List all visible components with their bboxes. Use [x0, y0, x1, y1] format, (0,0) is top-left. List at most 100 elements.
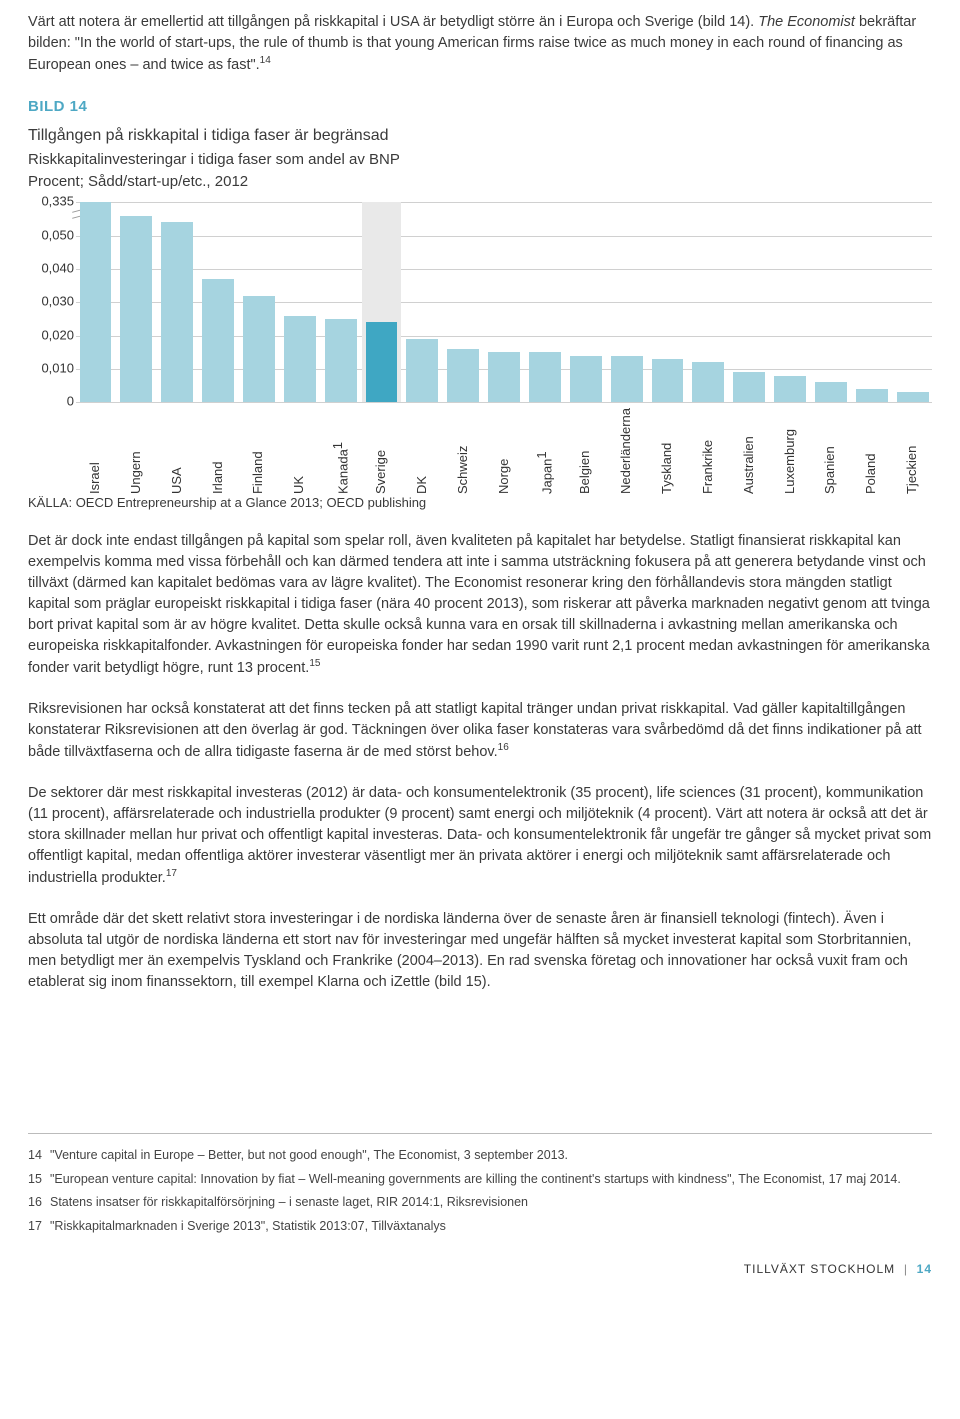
bar-slot: [158, 202, 197, 402]
x-tick-label: Kanada1: [321, 408, 360, 494]
gridline: [76, 402, 932, 403]
footnote-ref: 15: [309, 658, 320, 669]
bar-slot: [730, 202, 769, 402]
y-tick-label: 0,010: [28, 360, 74, 379]
footnote-ref: 16: [498, 742, 509, 753]
x-tick-label: Norge: [485, 408, 524, 494]
x-tick-label: Spanien: [811, 408, 850, 494]
footnote-text: "European venture capital: Innovation by…: [50, 1168, 901, 1192]
x-tick-label: Irland: [199, 408, 238, 494]
footnote-number: 17: [28, 1215, 50, 1239]
page-number: 14: [917, 1262, 932, 1276]
bar-slot: [648, 202, 687, 402]
bar: [202, 279, 234, 402]
bar-slot: [280, 202, 319, 402]
footnote-number: 14: [28, 1144, 50, 1168]
footnote: 15"European venture capital: Innovation …: [28, 1168, 932, 1192]
x-tick-label: Poland: [852, 408, 891, 494]
x-tick-label: DK: [403, 408, 442, 494]
bar: [570, 356, 602, 403]
x-tick-label: Israel: [76, 408, 115, 494]
bar: [161, 222, 193, 402]
y-tick-label: 0,040: [28, 260, 74, 279]
bar: [733, 372, 765, 402]
y-tick-label: 0,335: [28, 193, 74, 212]
text: Det är dock inte endast tillgången på ka…: [28, 533, 930, 676]
x-tick-label: Schweiz: [444, 408, 483, 494]
x-tick-label: Tjeckien: [893, 408, 932, 494]
footnote-ref: 17: [166, 868, 177, 879]
text-italic: The Economist: [758, 14, 855, 30]
footnote-number: 15: [28, 1168, 50, 1192]
bar: [406, 339, 438, 402]
bar-slot: [117, 202, 156, 402]
body-paragraph: Det är dock inte endast tillgången på ka…: [28, 531, 932, 679]
bar: [692, 362, 724, 402]
chart-subtitle: Procent; Sådd/start-up/etc., 2012: [28, 171, 932, 193]
x-tick-label: Nederländerna: [607, 408, 646, 494]
bar-slot: [362, 202, 401, 402]
bar-slot: [893, 202, 932, 402]
bar: [447, 349, 479, 402]
intro-paragraph: Värt att notera är emellertid att tillgå…: [28, 12, 932, 76]
bar-slot: [199, 202, 238, 402]
footnote: 16Statens insatser för riskkapitalförsör…: [28, 1191, 932, 1215]
bar-slot: [689, 202, 728, 402]
chart-source: KÄLLA: OECD Entrepreneurship at a Glance…: [28, 494, 932, 513]
x-tick-label: USA: [158, 408, 197, 494]
text: Riksrevisionen har också konstaterat att…: [28, 701, 922, 760]
bar-slot: [76, 202, 115, 402]
x-tick-label: UK: [280, 408, 319, 494]
body-paragraph: De sektorer där mest riskkapital investe…: [28, 783, 932, 889]
footnote-text: "Venture capital in Europe – Better, but…: [50, 1144, 568, 1168]
bar: [856, 389, 888, 402]
bar-slot: [321, 202, 360, 402]
bar-chart: 0,3350,0500,0400,0300,0200,0100 IsraelUn…: [28, 202, 932, 482]
x-tick-label: Japan1: [525, 408, 564, 494]
chart-header: BILD 14 Tillgången på riskkapital i tidi…: [28, 96, 932, 192]
bar: [774, 376, 806, 403]
page-footer: TILLVÄXT STOCKHOLM | 14: [28, 1261, 932, 1278]
y-tick-label: 0,050: [28, 226, 74, 245]
x-tick-label: Australien: [730, 408, 769, 494]
x-tick-label: Belgien: [566, 408, 605, 494]
body-paragraph: Ett område där det skett relativt stora …: [28, 909, 932, 993]
chart-label: BILD 14: [28, 96, 932, 118]
footnote: 17"Riskkapitalmarknaden i Sverige 2013",…: [28, 1215, 932, 1239]
x-tick-label: Luxemburg: [771, 408, 810, 494]
x-tick-label: Ungern: [117, 408, 156, 494]
text: De sektorer där mest riskkapital investe…: [28, 785, 931, 886]
bar: [243, 296, 275, 403]
bar: [652, 359, 684, 402]
bar-slot: [852, 202, 891, 402]
bar-slot: [525, 202, 564, 402]
bar-slot: [485, 202, 524, 402]
footnotes: 14"Venture capital in Europe – Better, b…: [28, 1133, 932, 1239]
footnote-text: Statens insatser för riskkapitalförsörjn…: [50, 1191, 528, 1215]
x-tick-label: Frankrike: [689, 408, 728, 494]
chart-title: Tillgången på riskkapital i tidiga faser…: [28, 124, 932, 147]
bar-slot: [771, 202, 810, 402]
bar: [80, 202, 112, 402]
footnote: 14"Venture capital in Europe – Better, b…: [28, 1144, 932, 1168]
text: Värt att notera är emellertid att tillgå…: [28, 14, 758, 30]
y-tick-label: 0: [28, 393, 74, 412]
footer-sep: |: [904, 1262, 908, 1276]
bar: [488, 352, 520, 402]
footnote-ref: 14: [260, 55, 271, 66]
bar-slot: [239, 202, 278, 402]
x-tick-label: Tyskland: [648, 408, 687, 494]
chart-subtitle: Riskkapitalinvesteringar i tidiga faser …: [28, 149, 932, 171]
x-tick-label: Finland: [239, 408, 278, 494]
footnote-text: "Riskkapitalmarknaden i Sverige 2013", S…: [50, 1215, 446, 1239]
y-tick-label: 0,020: [28, 326, 74, 345]
bar: [120, 216, 152, 403]
y-tick-label: 0,030: [28, 293, 74, 312]
bar-slot: [607, 202, 646, 402]
bar-slot: [566, 202, 605, 402]
bar: [284, 316, 316, 403]
footer-label: TILLVÄXT STOCKHOLM: [744, 1262, 895, 1276]
bar: [529, 352, 561, 402]
bar: [325, 319, 357, 402]
footnote-number: 16: [28, 1191, 50, 1215]
